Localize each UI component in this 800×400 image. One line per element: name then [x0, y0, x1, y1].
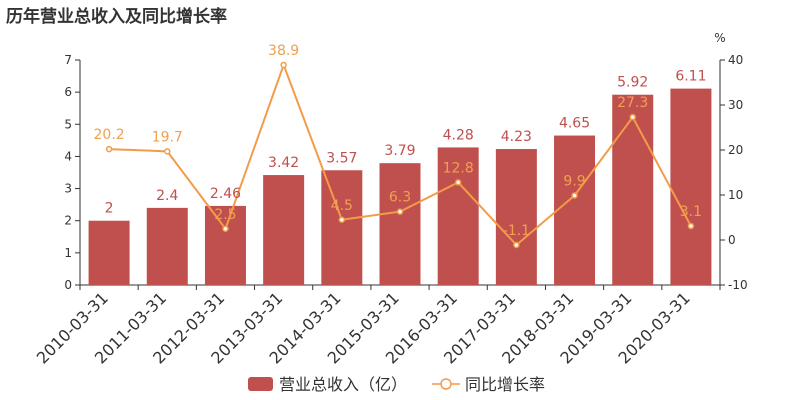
right-tick-label: 0 — [728, 233, 736, 247]
bar-series — [88, 88, 712, 285]
growth-rate-data-label: 12.8 — [443, 160, 474, 176]
revenue-bar — [495, 149, 537, 285]
left-tick-label: 7 — [64, 53, 72, 67]
growth-rate-point — [222, 225, 229, 232]
revenue-bar — [379, 163, 421, 285]
revenue-data-label: 3.42 — [268, 155, 299, 171]
growth-rate-data-label: 27.3 — [617, 95, 648, 111]
right-tick-label: -10 — [728, 278, 748, 292]
revenue-data-label: 2.4 — [156, 188, 178, 204]
growth-rate-point — [687, 222, 695, 230]
left-tick-label: 2 — [64, 214, 72, 228]
left-tick-label: 6 — [64, 85, 72, 99]
growth-rate-point — [513, 241, 520, 249]
growth-rate-data-label: 20.2 — [94, 127, 125, 143]
growth-rate-data-label: 19.7 — [152, 129, 183, 145]
right-tick-label: 10 — [728, 188, 743, 202]
revenue-bar — [437, 147, 479, 285]
line-series — [105, 61, 695, 249]
legend-bar-swatch — [248, 377, 273, 391]
left-tick-label: 1 — [64, 246, 72, 260]
growth-rate-point — [105, 145, 113, 153]
right-tick-label: 30 — [728, 98, 743, 112]
left-tick-label: 4 — [64, 149, 72, 163]
revenue-data-label: 5.92 — [617, 75, 648, 91]
growth-rate-data-label: 3.1 — [680, 204, 702, 220]
right-tick-label: 20 — [728, 143, 743, 157]
chart-title: 历年营业总收入及同比增长率 — [6, 7, 227, 27]
revenue-data-label: 3.57 — [326, 150, 357, 166]
revenue-bar — [146, 207, 188, 285]
growth-rate-point — [164, 148, 171, 155]
growth-rate-point — [629, 113, 636, 121]
right-axis-unit: % — [714, 31, 725, 45]
growth-rate-data-label: 9.9 — [563, 173, 585, 189]
growth-rate-data-label: 2.5 — [214, 207, 236, 223]
growth-rate-point — [454, 179, 462, 186]
legend-line-marker — [440, 378, 452, 390]
revenue-bar — [321, 170, 363, 285]
revenue-data-label: 4.65 — [559, 116, 590, 132]
revenue-data-label: 4.28 — [443, 127, 474, 143]
legend-bar-label: 营业总收入（亿） — [279, 375, 407, 394]
growth-rate-point — [396, 208, 404, 215]
growth-rate-point — [280, 61, 287, 69]
revenue-bar — [554, 135, 596, 285]
left-tick-label: 3 — [64, 182, 72, 196]
revenue-bar — [204, 205, 246, 285]
growth-rate-data-label: 6.3 — [389, 190, 411, 206]
left-tick-label: 5 — [64, 117, 72, 131]
growth-rate-point — [571, 192, 578, 199]
right-tick-label: 40 — [728, 53, 743, 67]
legend: 营业总收入（亿） 同比增长率 — [248, 375, 545, 394]
legend-line-label: 同比增长率 — [465, 375, 545, 394]
revenue-data-label: 3.79 — [384, 143, 415, 159]
revenue-data-label: 6.11 — [675, 69, 706, 85]
revenue-data-label: 2.46 — [210, 186, 241, 202]
revenue-bar — [88, 220, 130, 285]
revenue-data-label: 4.23 — [501, 129, 532, 145]
growth-rate-data-label: 4.5 — [331, 198, 353, 214]
growth-rate-data-label: 38.9 — [268, 43, 299, 59]
revenue-bar — [670, 88, 712, 285]
left-tick-label: 0 — [64, 278, 72, 292]
revenue-bar — [263, 175, 305, 285]
revenue-data-label: 2 — [105, 201, 114, 217]
data-labels: 2 2.4 2.46 3.42 3.57 3.79 4.28 4.23 4.65 5.92 6.11… — [94, 43, 707, 239]
growth-rate-data-label: -1.1 — [503, 223, 530, 239]
growth-rate-point — [338, 216, 346, 223]
revenue-bar — [612, 94, 654, 285]
